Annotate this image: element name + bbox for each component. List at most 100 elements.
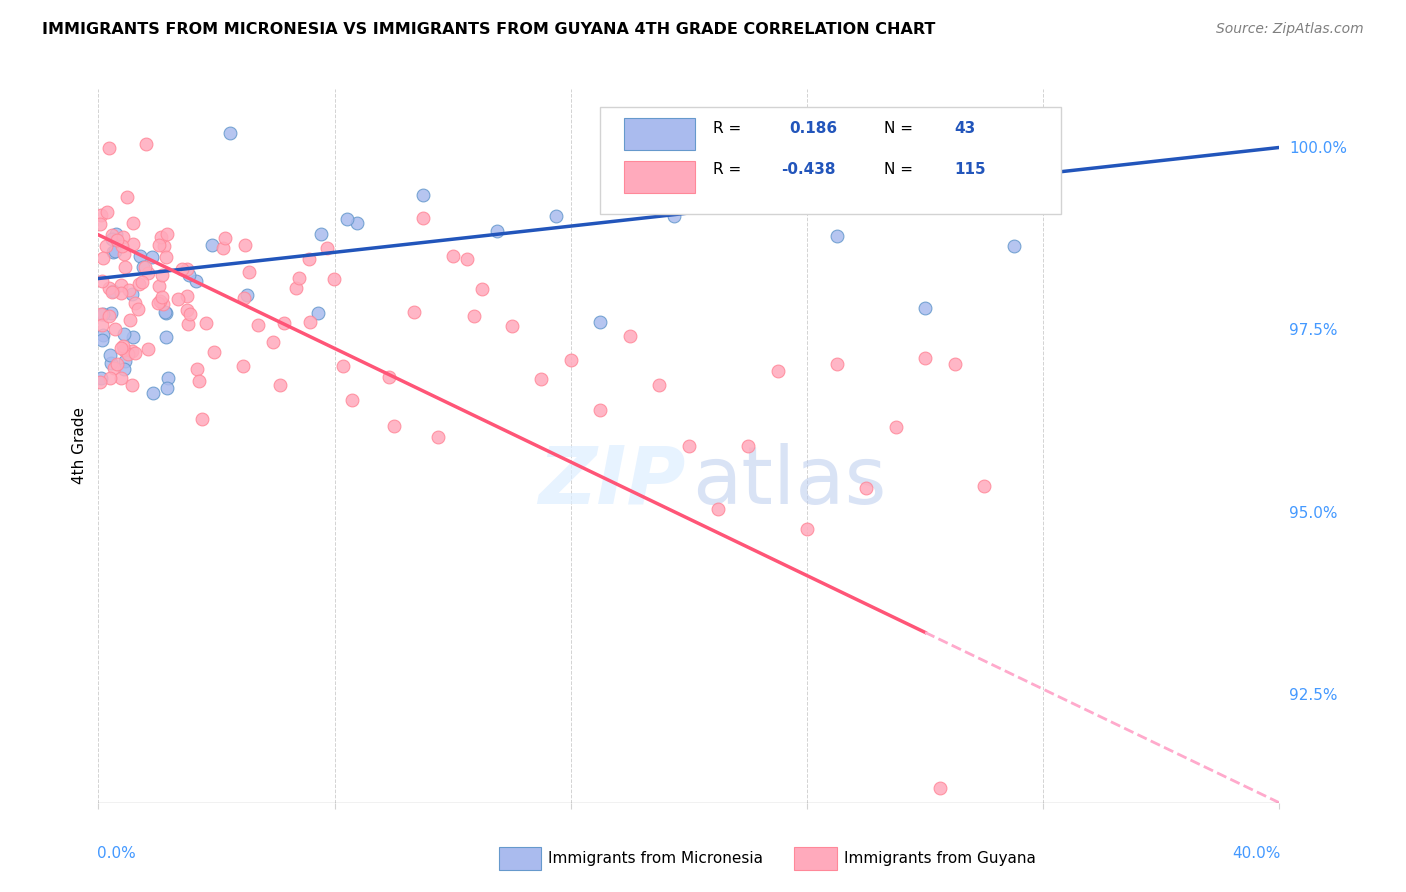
Point <box>648 377 671 392</box>
Point <box>132 260 155 275</box>
Point <box>148 238 170 252</box>
Point <box>150 290 173 304</box>
Point <box>176 303 198 318</box>
Point <box>89 375 111 389</box>
Point <box>298 315 321 329</box>
Point <box>127 302 149 317</box>
Point <box>104 321 127 335</box>
Point <box>121 216 143 230</box>
Point <box>121 287 143 301</box>
Point <box>98 309 121 323</box>
Point <box>117 190 139 204</box>
Point <box>136 266 159 280</box>
Point <box>114 260 136 275</box>
Point <box>914 301 936 315</box>
Point <box>91 328 114 343</box>
Point <box>664 209 686 223</box>
Point <box>236 287 259 301</box>
Point <box>825 229 848 244</box>
Point <box>336 211 359 226</box>
Point <box>90 334 112 348</box>
Point <box>202 344 225 359</box>
Point <box>100 356 122 370</box>
Point <box>619 329 641 343</box>
Point <box>238 265 260 279</box>
Point <box>201 238 224 252</box>
Point <box>546 209 568 223</box>
Point <box>184 274 207 288</box>
Point <box>134 260 156 275</box>
Point <box>177 317 200 331</box>
Point <box>884 420 907 434</box>
Point <box>737 439 759 453</box>
Point <box>112 247 135 261</box>
Point <box>110 371 132 385</box>
Point <box>89 217 111 231</box>
Point <box>412 211 434 226</box>
Point <box>120 313 142 327</box>
Point <box>340 392 363 407</box>
Point <box>91 274 114 288</box>
Point <box>135 137 157 152</box>
Point <box>100 306 122 320</box>
Point <box>110 342 132 356</box>
Point <box>114 354 136 368</box>
Point <box>412 188 434 202</box>
Point <box>103 284 125 298</box>
Text: atlas: atlas <box>693 442 887 521</box>
Text: -0.438: -0.438 <box>782 161 835 177</box>
Point <box>94 239 117 253</box>
Point <box>194 316 217 330</box>
Point <box>914 351 936 365</box>
Point <box>150 230 173 244</box>
Point <box>404 305 426 319</box>
Point <box>530 372 553 386</box>
Point <box>427 430 450 444</box>
Point <box>247 318 270 332</box>
Point <box>155 250 177 264</box>
Point <box>101 232 124 246</box>
Point <box>122 330 145 344</box>
Point <box>346 216 368 230</box>
Point <box>153 239 176 253</box>
Point <box>91 252 114 266</box>
Point <box>332 359 354 373</box>
Text: ZIP: ZIP <box>538 442 685 521</box>
Point <box>471 282 494 296</box>
Point <box>122 237 145 252</box>
Point <box>105 227 128 241</box>
Point <box>149 293 172 308</box>
Point <box>269 378 291 392</box>
Point <box>96 205 118 219</box>
Point <box>309 227 332 241</box>
Point <box>322 272 344 286</box>
FancyBboxPatch shape <box>600 107 1062 214</box>
Bar <box>624 118 695 150</box>
Text: Immigrants from Micronesia: Immigrants from Micronesia <box>548 852 763 866</box>
Point <box>97 281 120 295</box>
Point <box>456 252 478 266</box>
Point <box>170 262 193 277</box>
Point <box>111 339 134 353</box>
Point <box>298 252 321 267</box>
Point <box>214 231 236 245</box>
Point <box>103 245 125 260</box>
Point <box>232 359 254 373</box>
Point <box>155 306 177 320</box>
Point <box>156 380 179 394</box>
Point <box>179 268 201 283</box>
Point <box>678 439 700 453</box>
Point <box>233 238 256 252</box>
Point <box>142 385 165 400</box>
Point <box>486 224 509 238</box>
Point <box>187 374 209 388</box>
Point <box>150 268 173 282</box>
Point <box>219 127 242 141</box>
Point <box>98 371 121 385</box>
Text: 115: 115 <box>955 161 986 177</box>
Point <box>560 353 582 368</box>
Point <box>112 326 135 341</box>
Point <box>825 357 848 371</box>
Point <box>105 357 128 371</box>
Point <box>148 279 170 293</box>
